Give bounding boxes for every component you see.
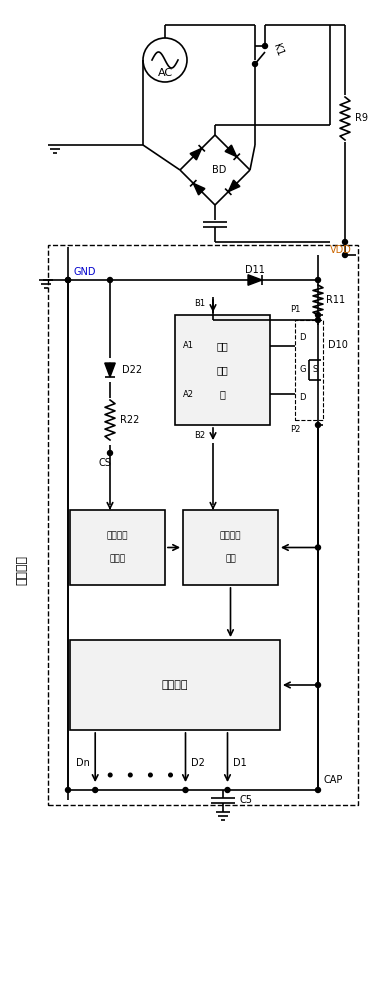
Circle shape	[108, 277, 112, 282]
Text: VDD: VDD	[330, 245, 352, 255]
Polygon shape	[228, 180, 237, 192]
Bar	[183, 510, 278, 585]
Circle shape	[169, 773, 172, 777]
Circle shape	[343, 252, 347, 257]
Circle shape	[315, 312, 320, 318]
Text: BD: BD	[212, 165, 226, 175]
Text: S: S	[312, 365, 318, 374]
Circle shape	[253, 62, 258, 66]
Circle shape	[183, 788, 188, 792]
Circle shape	[343, 239, 347, 244]
Text: 色温识别: 色温识别	[107, 532, 128, 541]
Text: AC: AC	[158, 68, 173, 78]
Text: P2: P2	[290, 426, 300, 434]
Text: P1: P1	[290, 306, 300, 314]
Text: CS: CS	[99, 458, 111, 468]
Circle shape	[143, 38, 187, 82]
Text: 调制: 调制	[217, 365, 228, 375]
Circle shape	[315, 277, 320, 282]
Circle shape	[129, 773, 132, 777]
Circle shape	[65, 277, 71, 282]
Polygon shape	[228, 183, 240, 192]
Text: R11: R11	[326, 295, 345, 305]
Polygon shape	[190, 148, 202, 157]
Circle shape	[149, 773, 152, 777]
Text: D: D	[299, 334, 305, 342]
Text: C5: C5	[239, 795, 252, 805]
Text: R22: R22	[120, 415, 139, 425]
Text: CAP: CAP	[323, 775, 343, 785]
Text: B2: B2	[194, 430, 205, 440]
Polygon shape	[225, 148, 237, 157]
Bar	[70, 510, 165, 585]
Text: A2: A2	[183, 390, 194, 399]
Bar	[175, 315, 270, 425]
Text: D1: D1	[232, 758, 246, 768]
Polygon shape	[105, 363, 110, 377]
Circle shape	[65, 277, 71, 282]
Polygon shape	[193, 148, 202, 160]
Text: K1: K1	[271, 42, 285, 58]
Circle shape	[315, 682, 320, 688]
Text: A1: A1	[183, 341, 194, 350]
Text: Dn: Dn	[76, 758, 90, 768]
Text: 逻辑: 逻辑	[225, 554, 236, 563]
Bar	[295, 320, 323, 420]
Text: 开关控制: 开关控制	[220, 532, 241, 541]
Text: B1: B1	[194, 298, 205, 308]
Bar	[70, 640, 280, 730]
Circle shape	[65, 788, 71, 792]
Text: D10: D10	[328, 340, 348, 350]
Text: D22: D22	[122, 365, 142, 375]
Circle shape	[225, 788, 230, 792]
Polygon shape	[248, 280, 262, 285]
Text: 色温芯片: 色温芯片	[15, 555, 29, 585]
Polygon shape	[110, 363, 115, 377]
Text: G: G	[299, 365, 305, 374]
Circle shape	[315, 788, 320, 792]
Circle shape	[315, 422, 320, 428]
Text: D11: D11	[245, 265, 265, 275]
Polygon shape	[193, 183, 205, 192]
Text: GND: GND	[73, 267, 96, 277]
Polygon shape	[193, 183, 202, 195]
Circle shape	[315, 318, 320, 322]
Text: 驱动器组: 驱动器组	[162, 680, 188, 690]
Text: 器: 器	[220, 389, 226, 399]
Text: 电能: 电能	[217, 341, 228, 351]
Circle shape	[108, 450, 112, 456]
Bar	[48, 245, 358, 805]
Text: D: D	[299, 393, 305, 402]
Polygon shape	[228, 145, 237, 157]
Circle shape	[93, 788, 98, 792]
Text: D2: D2	[191, 758, 205, 768]
Polygon shape	[248, 275, 262, 280]
Circle shape	[262, 43, 267, 48]
Text: R9: R9	[355, 113, 368, 123]
Text: 和选择: 和选择	[109, 554, 126, 563]
Circle shape	[108, 773, 112, 777]
Circle shape	[315, 545, 320, 550]
